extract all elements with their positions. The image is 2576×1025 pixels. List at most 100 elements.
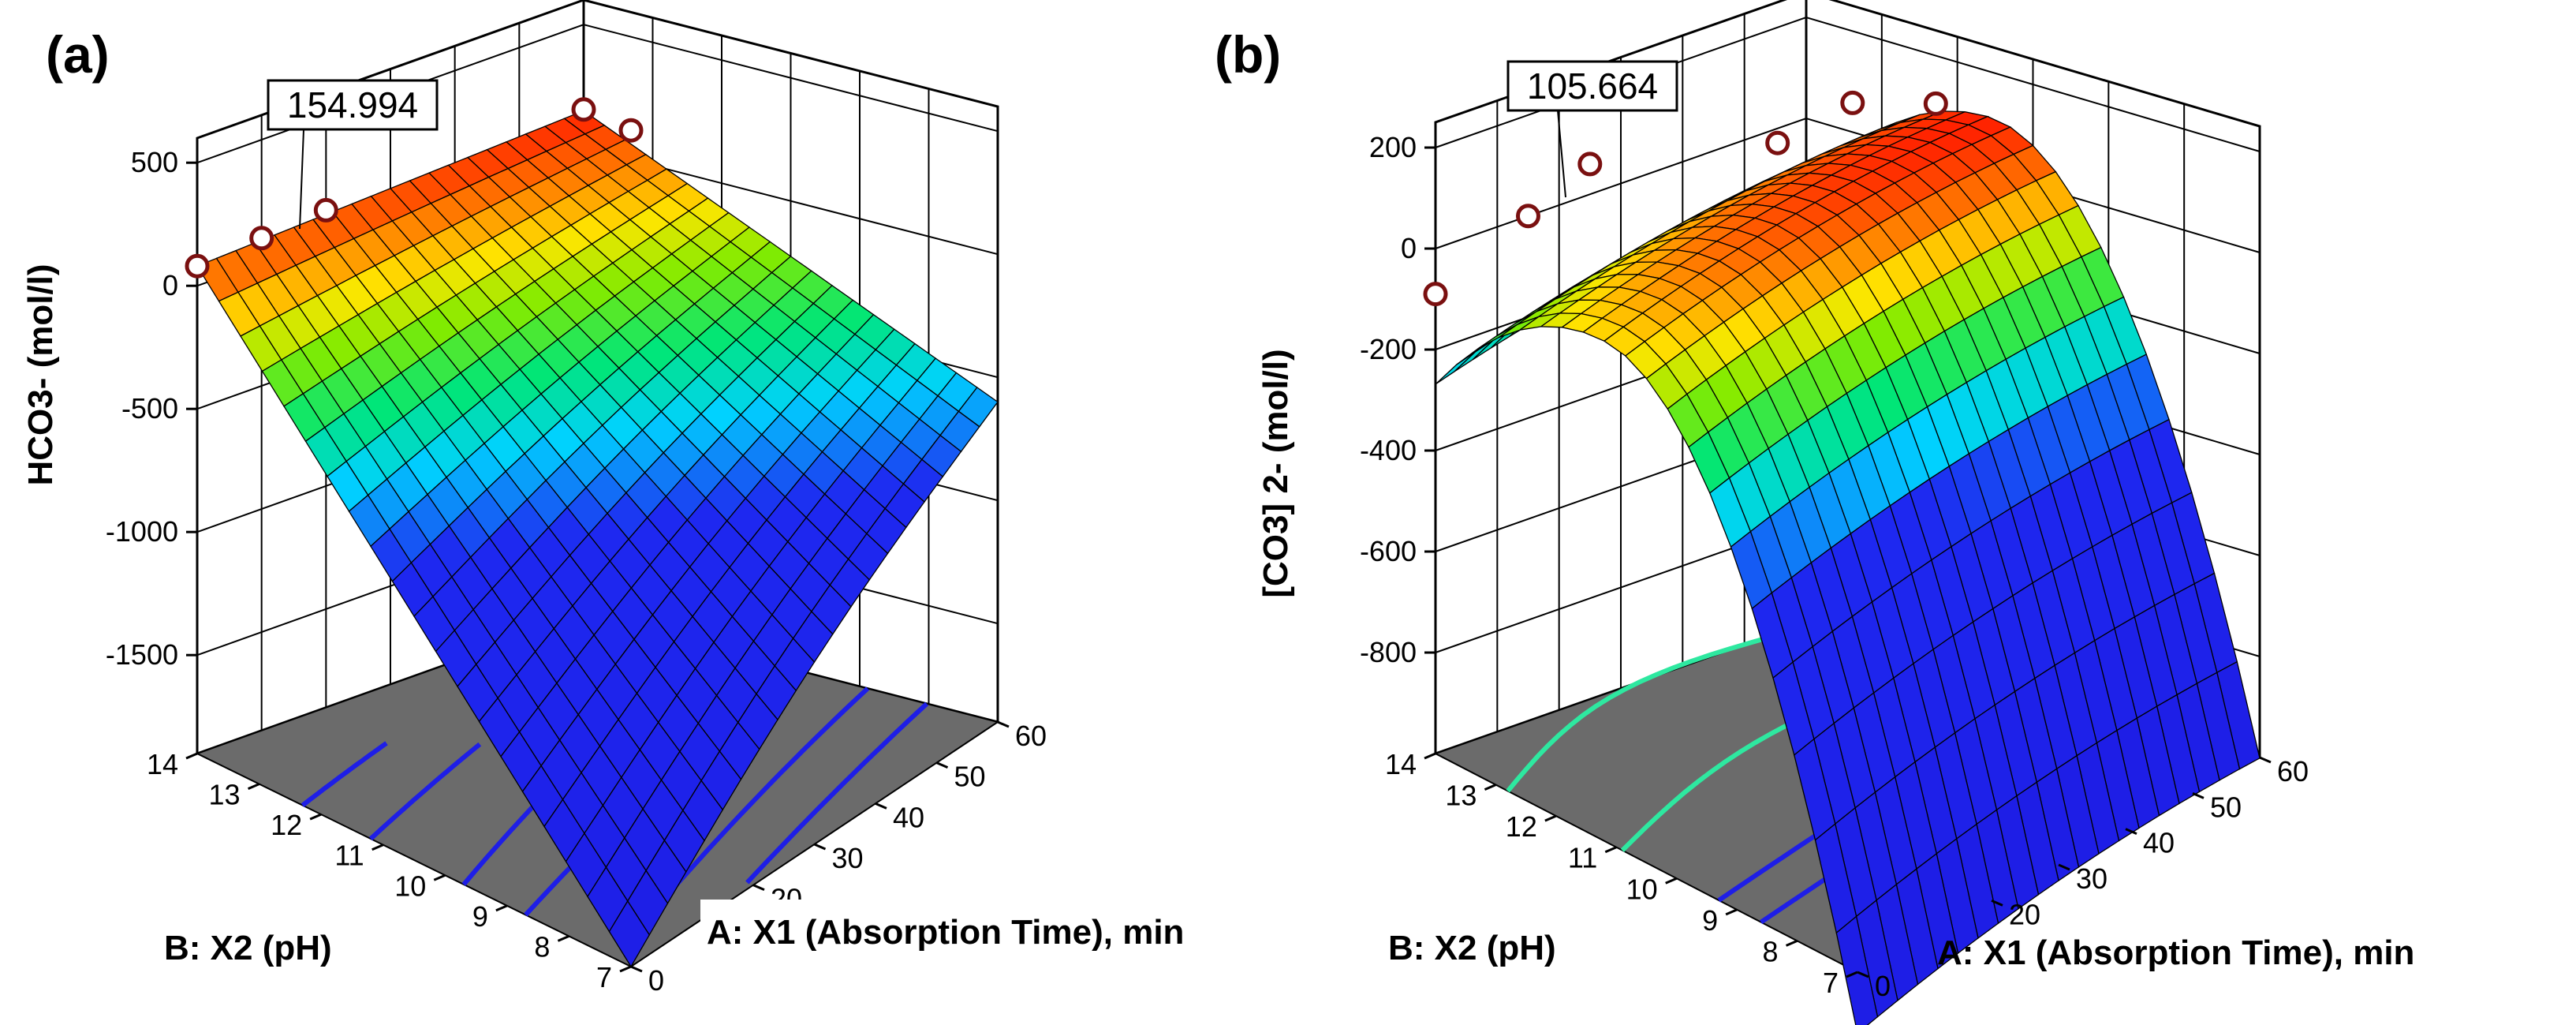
b-x-tick-label: 0	[1875, 970, 1891, 1002]
b-x-tick-mark	[1857, 971, 1869, 978]
a-x-tick-mark	[752, 884, 765, 892]
a-y-tick-mark	[495, 904, 508, 912]
a-x-tick-label: 50	[954, 761, 986, 793]
b-x-tick-mark	[2192, 791, 2205, 799]
b-y-tick-mark	[1846, 971, 1858, 978]
b-z-tick-label: -200	[1360, 333, 1417, 365]
b-design-point	[1516, 204, 1540, 229]
a-floor-contour	[653, 686, 870, 911]
b-x-tick-mark	[1991, 899, 2003, 907]
b-x-tick-mark	[2058, 863, 2070, 871]
a-floor-contour	[368, 742, 482, 841]
b-x-tick-label: 20	[2009, 898, 2040, 930]
panel-b-z-axis-title: [CO3] 2- (mol/l)	[1256, 349, 1295, 597]
panel-a-callout-box	[267, 79, 439, 131]
panel-b-label: (b)	[1215, 25, 1281, 84]
a-design-point	[249, 226, 274, 251]
b-z-tick-label: -400	[1360, 434, 1417, 466]
a-x-tick-mark	[875, 802, 887, 810]
a-y-tick-label: 7	[596, 961, 612, 993]
panel-a-surface	[196, 110, 999, 968]
b-y-tick-label: 14	[1385, 748, 1417, 780]
panel-a-callout: 154.994	[267, 79, 439, 230]
a-y-tick-label: 14	[147, 748, 178, 780]
b-y-tick-label: 12	[1506, 810, 1537, 843]
panel-a-callout-leader	[299, 129, 304, 230]
b-x-tick-mark	[2259, 756, 2272, 764]
a-y-tick-label: 8	[534, 930, 550, 963]
b-design-point	[1577, 152, 1603, 177]
panel-a-design-points	[185, 97, 644, 279]
a-surface-cell	[608, 900, 651, 968]
a-x-tick-label: 60	[1015, 720, 1047, 752]
panel-b-callout-box	[1506, 60, 1678, 112]
panel-b-callout: 105.664	[1506, 60, 1678, 198]
a-x-tick-mark	[813, 843, 827, 851]
a-z-tick-label: -1500	[106, 638, 178, 671]
b-y-tick-label: 9	[1702, 904, 1718, 937]
b-z-tick-label: -600	[1360, 535, 1417, 567]
panel-b-design-points	[1423, 90, 1948, 307]
a-x-tick-label: 30	[832, 842, 864, 874]
a-z-tick-label: 500	[131, 146, 178, 178]
a-x-tick-mark	[630, 965, 643, 973]
b-floor-contour	[1506, 623, 1814, 793]
a-x-tick-label: 0	[648, 964, 664, 997]
panel-a-x-title-background	[700, 900, 1328, 947]
b-y-tick-label: 8	[1763, 935, 1779, 967]
b-z-tick-label: 200	[1369, 131, 1417, 163]
b-design-point	[1840, 90, 1865, 115]
b-x-tick-label: 60	[2277, 755, 2309, 787]
a-y-tick-mark	[309, 813, 322, 821]
b-y-tick-mark	[1484, 784, 1497, 791]
a-y-tick-label: 10	[394, 870, 426, 902]
a-y-tick-mark	[557, 935, 570, 942]
b-y-tick-mark	[1604, 846, 1617, 854]
a-design-point	[618, 118, 644, 143]
a-y-tick-label: 11	[334, 840, 364, 872]
a-y-tick-mark	[371, 844, 384, 851]
panel-b-callout-leader	[1557, 110, 1566, 198]
a-design-point	[571, 97, 596, 122]
a-x-tick-mark	[935, 761, 949, 769]
b-surface-cell	[1835, 915, 1879, 1025]
panel-b-ticks: 200 0 -200 -400 -600 -800 14 13 12 11 10 9 8 7 0 20 30 40…	[1360, 131, 2309, 1002]
a-floor-contour	[301, 741, 388, 807]
a-x-tick-label: 40	[893, 801, 924, 833]
b-surface-cell	[1454, 339, 1495, 372]
panel-b-callout-value: 105.664	[1527, 65, 1658, 107]
b-x-tick-mark	[2125, 828, 2137, 836]
panel-b-surface	[1435, 110, 2261, 1025]
b-design-point	[1923, 91, 1948, 116]
b-y-tick-label: 13	[1445, 780, 1477, 812]
b-x-tick-label: 40	[2143, 827, 2175, 859]
panel-a-x-axis-title: A: X1 (Absorption Time), min	[707, 913, 1184, 952]
b-surface-cell	[1435, 351, 1476, 385]
a-z-tick-label: -1000	[106, 515, 178, 548]
panel-a-callout-value: 154.994	[287, 84, 418, 125]
b-design-point	[1423, 282, 1448, 307]
a-floor-contour	[745, 701, 929, 885]
panel-b-y-axis-title: B: X2 (pH)	[1388, 929, 1556, 967]
a-design-point	[313, 197, 338, 223]
a-y-tick-mark	[619, 965, 632, 973]
a-y-tick-label: 13	[209, 779, 241, 811]
b-y-tick-mark	[1544, 814, 1557, 822]
a-z-tick-label: -500	[121, 392, 178, 425]
b-y-tick-mark	[1424, 752, 1436, 760]
a-x-tick-mark	[997, 720, 1010, 728]
b-y-tick-mark	[1665, 877, 1678, 885]
b-y-tick-label: 10	[1626, 873, 1658, 905]
b-x-tick-label: 30	[2076, 862, 2107, 895]
b-design-point	[1765, 130, 1790, 155]
a-y-tick-label: 9	[472, 900, 488, 933]
a-y-tick-mark	[247, 783, 260, 790]
panel-b-x-axis-title: A: X1 (Absorption Time), min	[1937, 933, 2414, 972]
b-z-tick-label: 0	[1401, 232, 1417, 264]
b-z-tick-label: -800	[1360, 636, 1417, 668]
panel-a-y-axis-title: B: X2 (pH)	[164, 929, 332, 967]
